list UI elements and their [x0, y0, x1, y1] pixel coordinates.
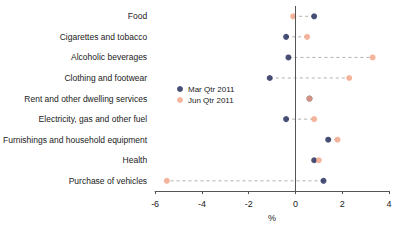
- svg-text:-4: -4: [198, 199, 206, 209]
- svg-text:2: 2: [340, 199, 345, 209]
- svg-text:0: 0: [293, 199, 298, 209]
- svg-text:Health: Health: [123, 155, 148, 165]
- svg-text:4: 4: [386, 199, 391, 209]
- svg-text:Electricity, gas and other fue: Electricity, gas and other fuel: [39, 114, 148, 124]
- svg-text:-6: -6: [151, 199, 159, 209]
- svg-text:-2: -2: [245, 199, 253, 209]
- svg-text:Jun Qtr 2011: Jun Qtr 2011: [188, 96, 234, 105]
- svg-text:Alcoholic beverages: Alcoholic beverages: [71, 52, 147, 62]
- svg-text:Mar Qtr 2011: Mar Qtr 2011: [188, 85, 235, 94]
- svg-text:Clothing and footwear: Clothing and footwear: [64, 73, 147, 83]
- svg-text:Food: Food: [128, 11, 148, 21]
- svg-text:Cigarettes and tobacco: Cigarettes and tobacco: [60, 32, 148, 42]
- svg-text:%: %: [268, 213, 276, 223]
- svg-text:Rent and other dwelling servic: Rent and other dwelling services: [24, 94, 147, 104]
- svg-text:Furnishings and household equi: Furnishings and household equipment: [3, 135, 148, 145]
- svg-text:Purchase of vehicles: Purchase of vehicles: [69, 176, 147, 186]
